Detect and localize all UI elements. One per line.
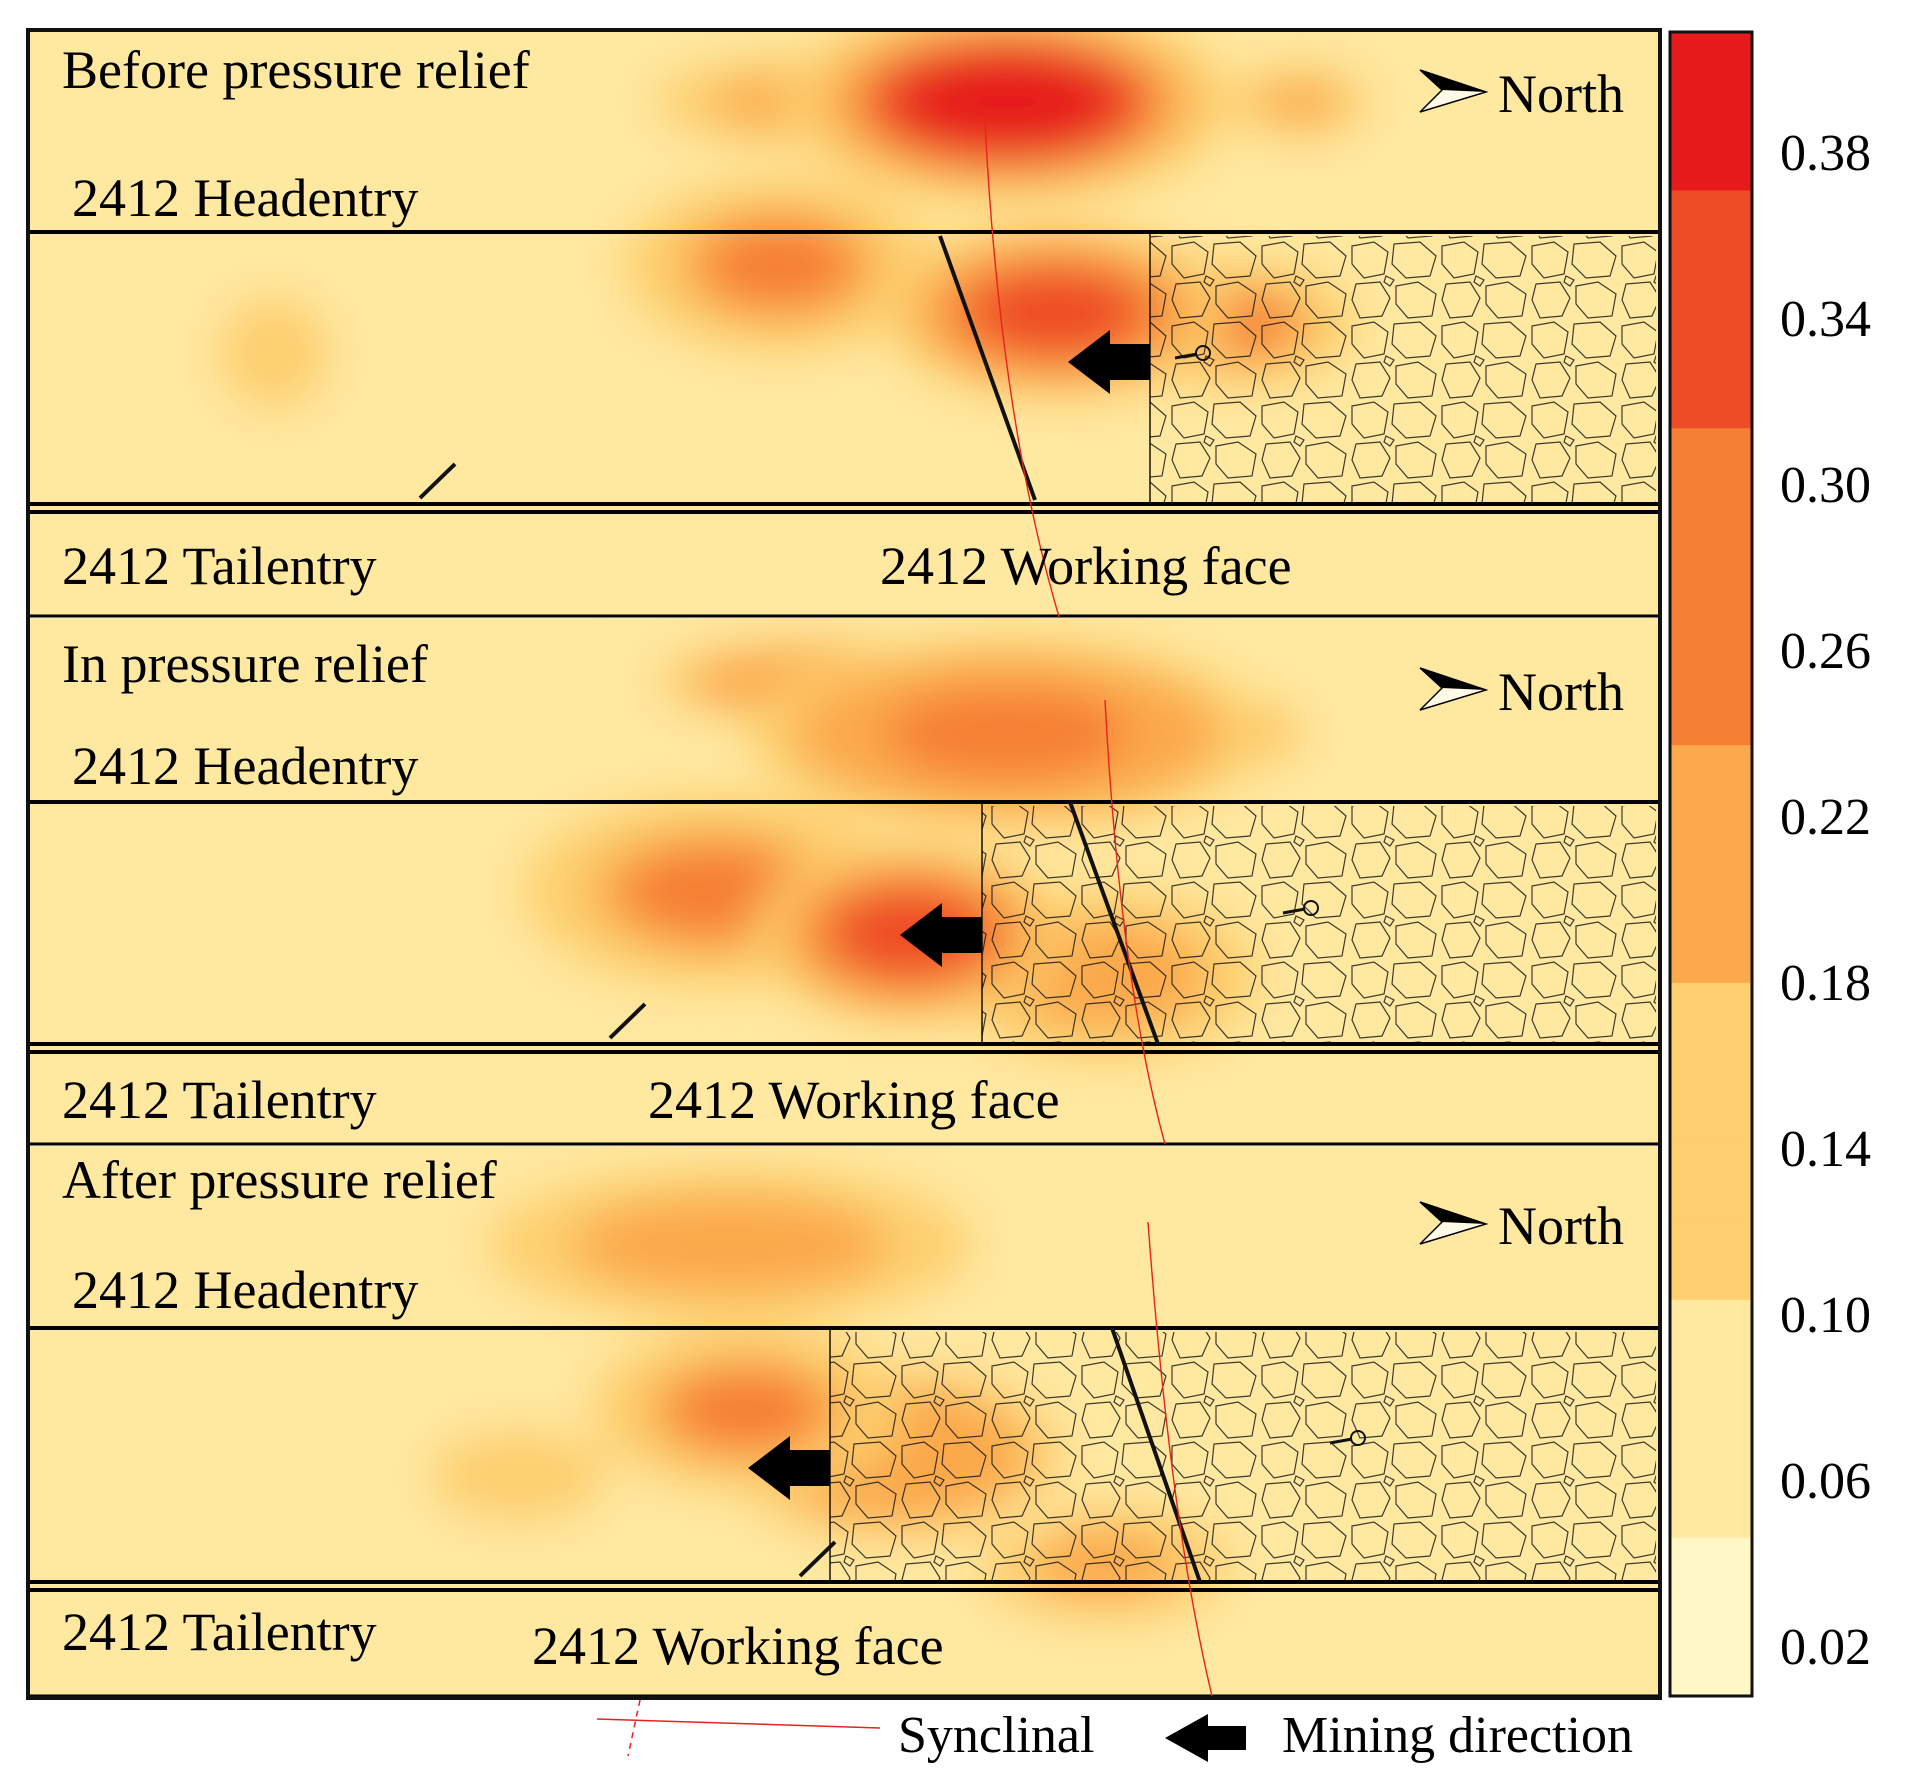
working-face-label: 2412 Working face (648, 1070, 1060, 1130)
colorbar-band (1670, 824, 1752, 905)
synclinal-axis (1147, 1221, 1213, 1697)
colorbar-band (1670, 1616, 1752, 1697)
colorbar-tick-label: 0.10 (1780, 1287, 1871, 1344)
colorbar-tick-label: 0.38 (1780, 125, 1871, 182)
synclinal-axis-icon (627, 1699, 641, 1757)
fault-line (938, 235, 1037, 501)
synclinal-axis (1104, 699, 1166, 1145)
tailentry-label: 2412 Tailentry (62, 1602, 377, 1662)
heat-contour (884, 689, 1129, 779)
headentry-label: 2412 Headentry (72, 736, 418, 796)
colorbar-tick-label: 0.02 (1780, 1619, 1871, 1676)
synclinal-icon (596, 1718, 881, 1729)
heat-contour (705, 224, 853, 307)
heat-contour (233, 312, 315, 395)
colorbar-tick-label: 0.06 (1780, 1453, 1871, 1510)
fault-line (1110, 1327, 1202, 1583)
mining-direction-label: Mining direction (1282, 1707, 1633, 1764)
north-arrow-fill (1420, 1202, 1486, 1224)
north-label: North (1498, 1196, 1624, 1256)
drill-marker-line (1329, 1437, 1353, 1445)
panel-title: After pressure relief (62, 1150, 497, 1210)
colorbar-band (1670, 428, 1752, 509)
panel-3: After pressure relief North 2412 Headentry… (30, 1146, 1658, 1698)
colorbar-band (1670, 1458, 1752, 1539)
heat-contour (616, 1209, 844, 1281)
drill-marker (1350, 1430, 1366, 1446)
roadway-branch (798, 1540, 837, 1578)
mining-direction-icon (1165, 1714, 1246, 1762)
colorbar: 0.38 0.34 0.30 0.26 0.22 0.18 0.14 0.10 0.06 0.02 (1668, 30, 1871, 1698)
roadway-branch (418, 462, 457, 500)
tailentry-label: 2412 Tailentry (62, 1070, 377, 1130)
north-arrow-fill (1420, 668, 1486, 690)
headentry-label: 2412 Headentry (72, 168, 418, 228)
panel-title: In pressure relief (62, 634, 428, 694)
colorbar-band (1670, 745, 1752, 826)
colorbar-band (1670, 1299, 1752, 1381)
synclinal-label: Synclinal (898, 1707, 1094, 1764)
drill-marker-line (1282, 907, 1306, 915)
goaf-area (1150, 236, 1656, 502)
north-arrow-fill (1420, 70, 1486, 92)
mining-direction-arrow (1068, 330, 1150, 394)
colorbar-band (1670, 1220, 1752, 1301)
colorbar-band (1670, 1062, 1752, 1143)
panel-title: Before pressure relief (62, 40, 530, 100)
heat-contour (974, 271, 1138, 354)
north-label: North (1498, 662, 1624, 722)
colorbar-band (1670, 982, 1752, 1064)
fault-line (1068, 801, 1160, 1045)
legend: Synclinal Mining direction (596, 1699, 1633, 1764)
colorbar-band (1670, 32, 1752, 113)
colorbar-band (1670, 348, 1752, 430)
drill-marker (1195, 345, 1211, 361)
colorbar-band (1670, 665, 1752, 747)
colorbar-band (1670, 111, 1752, 192)
colorbar-frame (1668, 30, 1754, 1698)
tailentry-label: 2412 Tailentry (62, 536, 377, 596)
colorbar-band (1670, 269, 1752, 350)
colorbar-band (1670, 1141, 1752, 1222)
working-face-label: 2412 Working face (532, 1616, 944, 1676)
goaf-area (982, 806, 1656, 1042)
colorbar-band (1670, 586, 1752, 667)
mining-direction-arrow (748, 1436, 830, 1500)
colorbar-tick-label: 0.14 (1780, 1121, 1871, 1178)
goaf-area (830, 1332, 1656, 1580)
roadway-branch (608, 1002, 647, 1040)
synclinal-axis (984, 121, 1061, 621)
colorbar-band (1670, 1537, 1752, 1618)
colorbar-tick-label: 0.22 (1780, 789, 1871, 846)
panel-2: In pressure relief North 2412 Headentry 241… (30, 618, 1658, 1146)
colorbar-tick-label: 0.26 (1780, 623, 1871, 680)
north-label: North (1498, 64, 1624, 124)
heat-contour (900, 55, 1113, 149)
colorbar-band (1670, 507, 1752, 588)
colorbar-band (1670, 1379, 1752, 1460)
heat-contour (1259, 81, 1341, 123)
panel-1: Before pressure relief North 2412 Headentr… (30, 32, 1658, 621)
colorbar-tick-label: 0.30 (1780, 457, 1871, 514)
mining-direction-arrow (900, 903, 982, 967)
colorbar-tick-label: 0.34 (1780, 291, 1871, 348)
colorbar-tick-label: 0.18 (1780, 955, 1871, 1012)
colorbar-band (1670, 190, 1752, 271)
working-face-label: 2412 Working face (880, 536, 1292, 596)
colorbar-band (1670, 903, 1752, 984)
headentry-label: 2412 Headentry (72, 1260, 418, 1320)
heat-contour (673, 1371, 820, 1449)
figure-frame (26, 28, 1662, 1700)
heat-contour (453, 1443, 584, 1509)
drill-marker-line (1174, 352, 1198, 360)
drill-marker (1303, 900, 1319, 916)
